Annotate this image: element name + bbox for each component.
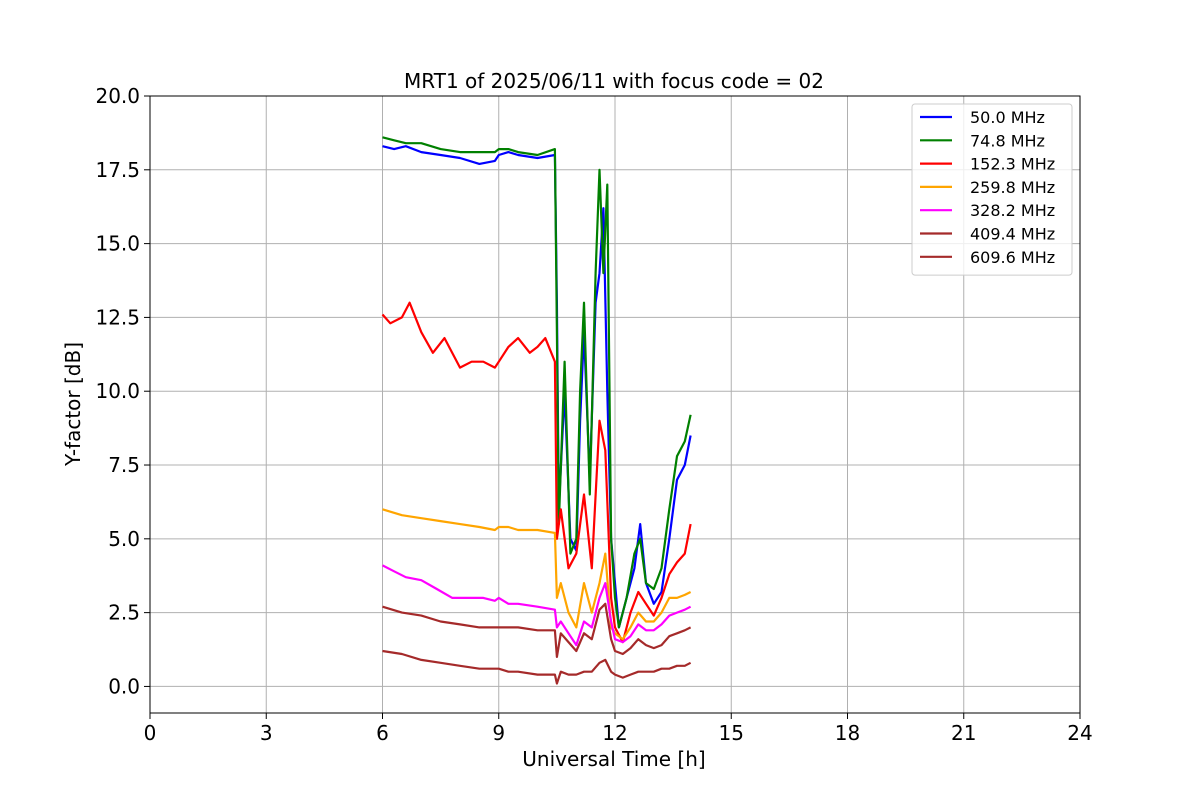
legend-box bbox=[911, 103, 1073, 276]
legend-label: 152.3 MHz bbox=[970, 155, 1055, 174]
y-tick-label: 5.0 bbox=[108, 527, 140, 551]
legend-label: 328.2 MHz bbox=[970, 201, 1055, 220]
y-tick-label: 2.5 bbox=[108, 601, 140, 625]
series-group bbox=[381, 136, 692, 685]
x-tick-label: 0 bbox=[144, 721, 157, 745]
legend-label: 609.6 MHz bbox=[970, 248, 1055, 267]
y-tick-label: 0.0 bbox=[108, 674, 140, 698]
x-axis-label: Universal Time [h] bbox=[522, 747, 705, 771]
y-tick-label: 12.5 bbox=[95, 305, 140, 329]
series-line-3 bbox=[381, 301, 692, 644]
series-line-2 bbox=[382, 136, 692, 629]
x-tick-label: 3 bbox=[260, 721, 273, 745]
series-line-1 bbox=[382, 145, 692, 629]
x-tick-label: 6 bbox=[376, 721, 389, 745]
series-line-4 bbox=[382, 508, 692, 641]
x-axis: 0 3 6 9 12 15 18 21 24 bbox=[144, 713, 1093, 745]
y-tick-label: 17.5 bbox=[95, 158, 140, 182]
x-tick-label: 18 bbox=[835, 721, 860, 745]
x-tick-label: 15 bbox=[719, 721, 744, 745]
y-tick-label: 20.0 bbox=[95, 84, 140, 108]
chart-title: MRT1 of 2025/06/11 with focus code = 02 bbox=[404, 69, 824, 93]
x-tick-label: 24 bbox=[1067, 721, 1092, 745]
legend-label: 259.8 MHz bbox=[970, 178, 1055, 197]
series-line-7 bbox=[382, 649, 692, 685]
y-tick-label: 15.0 bbox=[95, 232, 140, 256]
x-tick-label: 12 bbox=[602, 721, 627, 745]
series-line-6 bbox=[382, 602, 692, 659]
y-tick-label: 10.0 bbox=[95, 379, 140, 403]
legend-label: 409.4 MHz bbox=[970, 225, 1055, 244]
legend-label: 74.8 MHz bbox=[970, 131, 1045, 150]
y-axis: 0.0 2.5 5.0 7.5 10.0 12.5 15.0 17.5 20.0 bbox=[95, 84, 150, 698]
y-tick-label: 7.5 bbox=[108, 453, 140, 477]
y-axis-label: Y-factor [dB] bbox=[61, 342, 85, 467]
legend-label: 50.0 MHz bbox=[970, 108, 1045, 127]
x-tick-label: 9 bbox=[492, 721, 505, 745]
x-tick-label: 21 bbox=[951, 721, 976, 745]
legend: 50.0 MHz 74.8 MHz 152.3 MHz 259.8 MHz 32… bbox=[911, 103, 1073, 276]
series-line-5 bbox=[382, 564, 692, 647]
